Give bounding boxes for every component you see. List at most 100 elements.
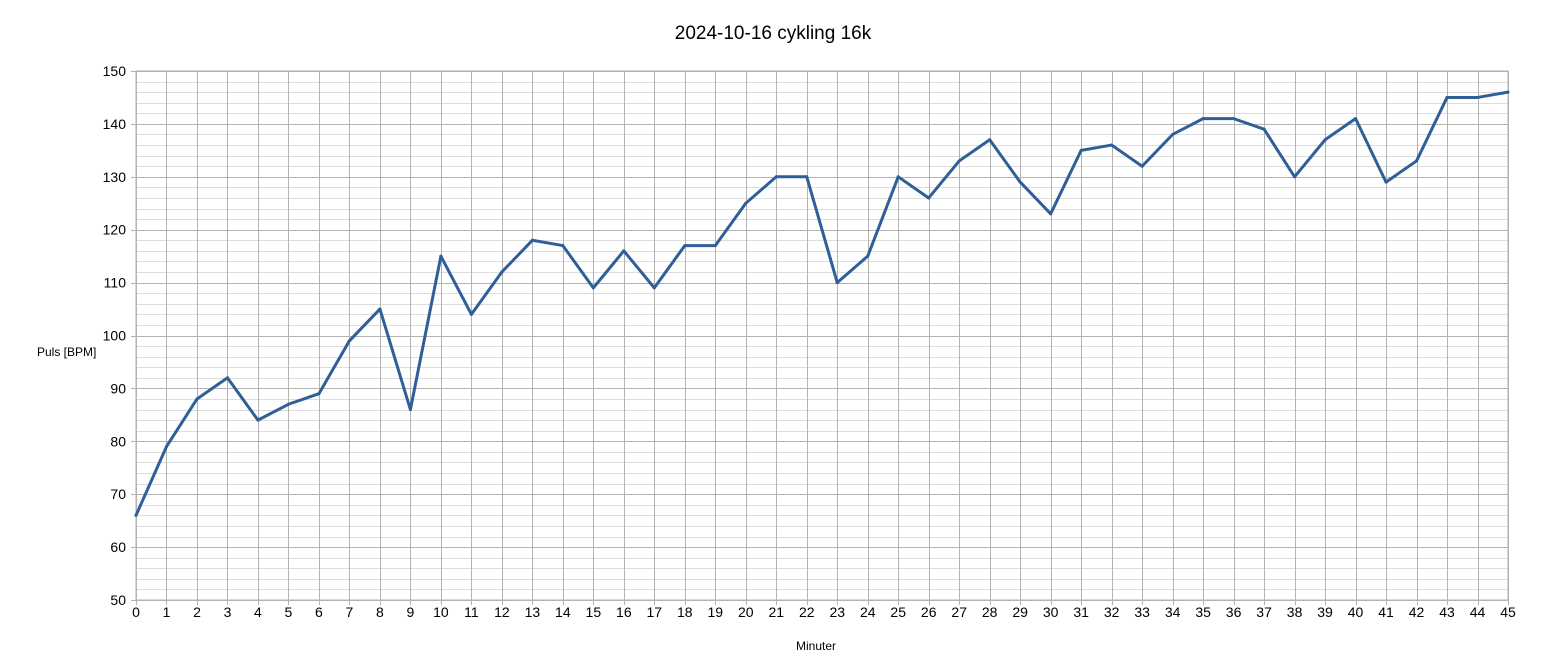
data-point [1506, 90, 1510, 94]
x-tick-label: 3 [224, 604, 232, 620]
x-tick-label: 8 [376, 604, 384, 620]
data-point [439, 254, 443, 258]
major-gridlines [136, 71, 1509, 601]
x-tick-label: 25 [890, 604, 906, 620]
x-tick-label: 14 [555, 604, 571, 620]
x-tick-label: 32 [1104, 604, 1120, 620]
data-point [256, 418, 260, 422]
data-point [134, 513, 138, 517]
data-point [1110, 143, 1114, 147]
x-tick-label: 13 [525, 604, 541, 620]
data-point [591, 286, 595, 290]
x-tick-label: 28 [982, 604, 998, 620]
data-point [1232, 117, 1236, 121]
data-point [805, 175, 809, 179]
x-tick-label: 6 [315, 604, 323, 620]
data-point [195, 397, 199, 401]
data-point [988, 138, 992, 142]
data-point [652, 286, 656, 290]
x-axis-label: Minuter [796, 639, 836, 653]
x-tick-label: 31 [1073, 604, 1089, 620]
y-tick-label: 60 [110, 539, 126, 555]
x-tick-label: 7 [346, 604, 354, 620]
x-tick-label: 20 [738, 604, 754, 620]
y-tick-label: 70 [110, 486, 126, 502]
y-tick-label: 100 [103, 328, 127, 344]
data-point [347, 339, 351, 343]
x-tick-label: 30 [1043, 604, 1059, 620]
data-point [469, 312, 473, 316]
data-point [774, 175, 778, 179]
data-point [408, 408, 412, 412]
x-axis-ticks: 0 1 2 3 4 5 6 7 8 9 10 11 12 13 14 15 16 17 18 19 20 21 22 23 24… [132, 600, 1516, 620]
y-axis-label: Puls [BPM] [37, 345, 96, 359]
x-tick-label: 18 [677, 604, 693, 620]
data-point [896, 175, 900, 179]
y-tick-label: 80 [110, 433, 126, 449]
x-tick-label: 9 [407, 604, 415, 620]
x-tick-label: 45 [1500, 604, 1516, 620]
x-tick-label: 15 [586, 604, 602, 620]
data-point [1293, 175, 1297, 179]
x-tick-label: 24 [860, 604, 876, 620]
data-point [1384, 180, 1388, 184]
x-tick-label: 12 [494, 604, 510, 620]
data-point [866, 254, 870, 258]
x-tick-label: 29 [1012, 604, 1028, 620]
data-point [1079, 148, 1083, 152]
y-tick-label: 90 [110, 380, 126, 396]
data-point [1323, 138, 1327, 142]
x-tick-label: 11 [464, 604, 479, 620]
data-point [1201, 117, 1205, 121]
data-point [164, 445, 168, 449]
x-tick-label: 42 [1409, 604, 1425, 620]
x-tick-label: 21 [768, 604, 784, 620]
y-tick-label: 120 [103, 222, 127, 238]
data-point [1354, 117, 1358, 121]
x-tick-label: 5 [285, 604, 293, 620]
x-tick-label: 40 [1348, 604, 1364, 620]
x-tick-label: 16 [616, 604, 632, 620]
minor-gridlines [136, 82, 1508, 590]
data-point [378, 307, 382, 311]
x-tick-label: 33 [1134, 604, 1150, 620]
series-layer [134, 90, 1510, 517]
data-point [1445, 95, 1449, 99]
y-tick-label: 150 [103, 63, 127, 79]
x-tick-label: 38 [1287, 604, 1303, 620]
x-tick-label: 17 [647, 604, 663, 620]
y-tick-label: 110 [104, 275, 127, 291]
data-point [1476, 95, 1480, 99]
data-point [683, 244, 687, 248]
x-tick-label: 39 [1317, 604, 1333, 620]
data-point [500, 270, 504, 274]
x-tick-label: 0 [132, 604, 140, 620]
data-point [286, 402, 290, 406]
data-point [1140, 164, 1144, 168]
x-tick-label: 22 [799, 604, 815, 620]
data-point [1018, 180, 1022, 184]
x-tick-label: 23 [829, 604, 845, 620]
x-tick-label: 36 [1226, 604, 1242, 620]
data-point [1049, 212, 1053, 216]
x-tick-label: 43 [1439, 604, 1455, 620]
y-tick-label: 50 [110, 592, 126, 608]
plot-area-frame [135, 70, 1509, 601]
series-line-0 [134, 90, 1510, 517]
y-axis-ticks: 50 60 70 80 90 100 110 120 130 140 150 [103, 63, 136, 608]
data-point [317, 392, 321, 396]
x-tick-label: 41 [1378, 604, 1394, 620]
data-point [225, 376, 229, 380]
x-tick-label: 19 [707, 604, 723, 620]
x-tick-label: 26 [921, 604, 937, 620]
y-tick-label: 140 [103, 116, 127, 132]
x-tick-label: 37 [1256, 604, 1272, 620]
data-point [927, 196, 931, 200]
x-tick-label: 44 [1470, 604, 1486, 620]
x-tick-label: 34 [1165, 604, 1181, 620]
x-tick-label: 10 [433, 604, 449, 620]
data-point [561, 244, 565, 248]
x-tick-label: 4 [254, 604, 262, 620]
